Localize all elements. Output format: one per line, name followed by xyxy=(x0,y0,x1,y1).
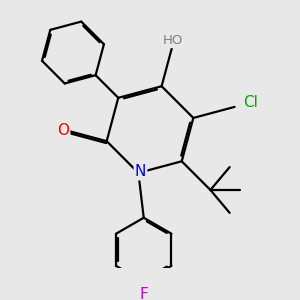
Text: N: N xyxy=(135,164,146,179)
Text: O: O xyxy=(57,123,69,138)
Text: F: F xyxy=(140,287,148,300)
Text: HO: HO xyxy=(163,34,183,47)
Text: Cl: Cl xyxy=(243,95,258,110)
